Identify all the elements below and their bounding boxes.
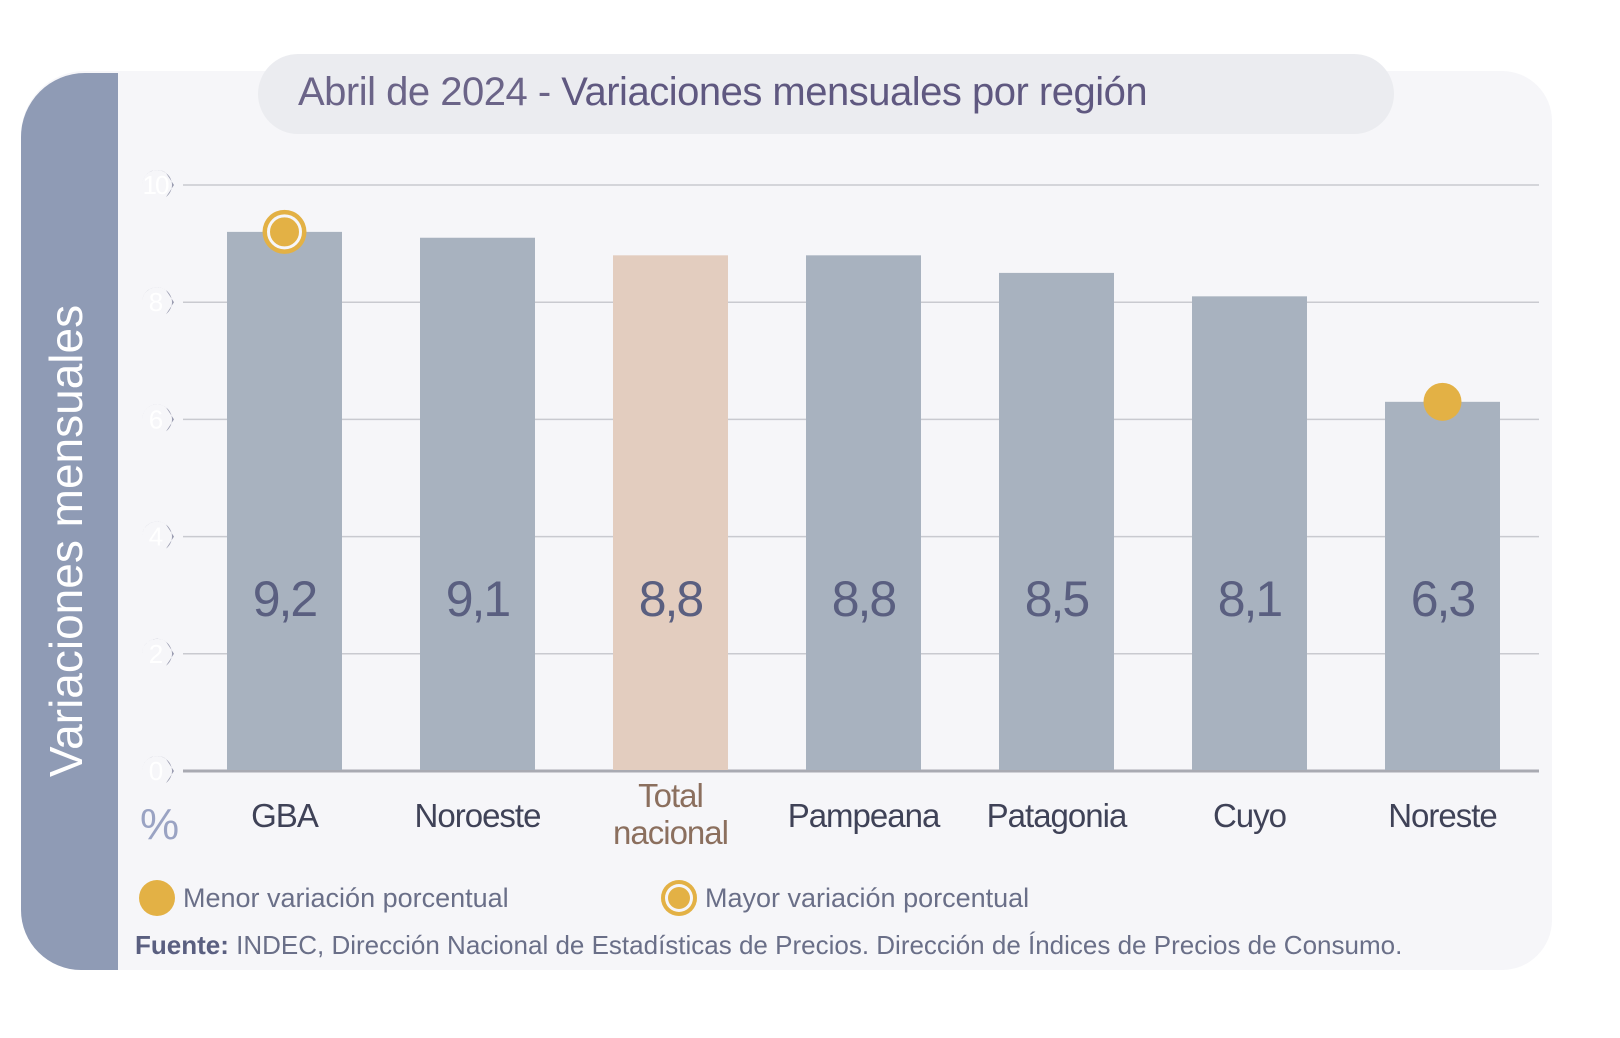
category-label: Pampeana [788, 797, 941, 834]
bar [999, 272, 1114, 770]
title-prefix: Abril de 2024 - [298, 70, 562, 114]
legend-min: Menor variación porcentual [139, 880, 509, 916]
bar [420, 237, 535, 771]
bar-value-label: 6,3 [1411, 571, 1475, 627]
min-marker-icon [139, 880, 175, 916]
bar-value-label: 8,5 [1025, 571, 1089, 627]
category-label: Patagonia [987, 797, 1128, 834]
min-marker [1423, 382, 1462, 421]
bar-value-label: 8,1 [1218, 571, 1282, 627]
bar [806, 255, 921, 770]
title-pill [258, 54, 1394, 134]
bar [613, 255, 728, 770]
category-label: GBA [251, 797, 319, 834]
legend-max: Mayor variación porcentual [661, 880, 1029, 916]
y-tick-label: 0 [149, 756, 163, 786]
y-tick-label: 2 [149, 639, 163, 669]
source-text: INDEC, Dirección Nacional de Estadística… [228, 930, 1403, 960]
y-tick-label: 8 [149, 287, 163, 317]
category-label: nacional [613, 814, 728, 851]
category-label: Total [638, 777, 703, 814]
source-note: Fuente: INDEC, Dirección Nacional de Est… [135, 930, 1402, 961]
source-label: Fuente: [135, 930, 229, 960]
bar [1385, 401, 1500, 770]
bar-value-label: 8,8 [639, 571, 703, 627]
max-marker-ring [267, 214, 302, 250]
title-main: Variaciones mensuales por región [561, 70, 1148, 114]
y-tick-label: 6 [149, 404, 163, 434]
bar-value-label: 9,2 [253, 571, 317, 627]
y-unit-label: % [140, 800, 180, 849]
bar-value-label: 9,1 [446, 571, 510, 627]
category-label: Noroeste [415, 797, 541, 834]
legend-min-label: Menor variación porcentual [183, 882, 509, 913]
y-tick-label: 10 [143, 170, 169, 200]
y-axis-band [21, 73, 118, 970]
bar [1192, 296, 1307, 770]
category-label: Noreste [1388, 797, 1497, 834]
bar [227, 231, 342, 770]
max-marker-icon [661, 880, 697, 916]
chart-title: Abril de 2024 - Variaciones mensuales po… [298, 70, 1148, 115]
legend-max-label: Mayor variación porcentual [705, 882, 1030, 913]
category-label: Cuyo [1213, 797, 1286, 834]
y-tick-label: 4 [149, 522, 163, 552]
bar-value-label: 8,8 [832, 571, 896, 627]
